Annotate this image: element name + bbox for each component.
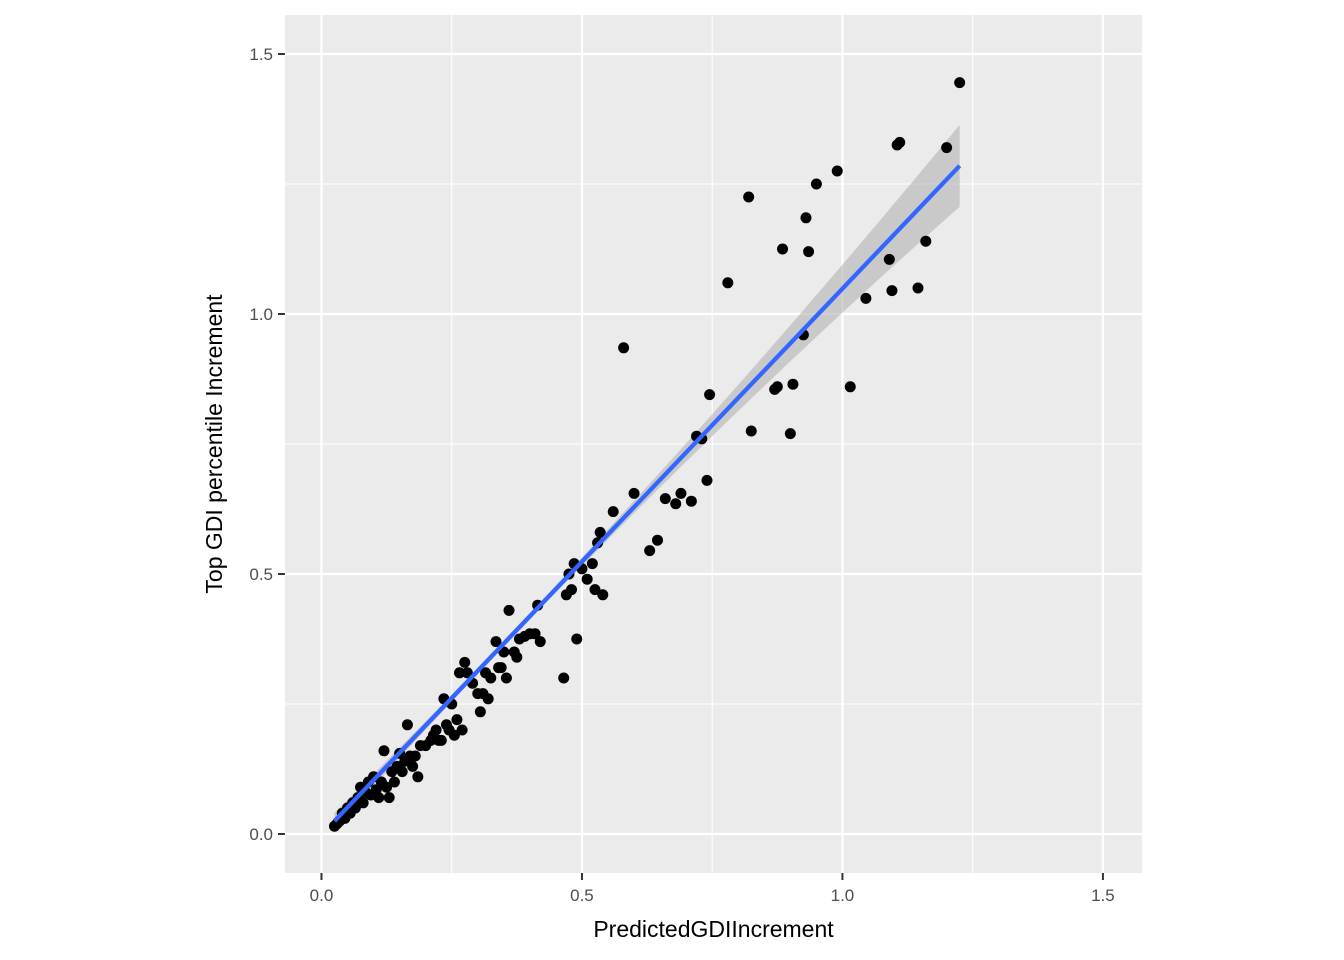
data-point xyxy=(771,381,783,393)
data-point xyxy=(644,545,656,557)
data-point xyxy=(396,766,408,778)
regression-line xyxy=(332,164,962,823)
data-point xyxy=(743,191,755,203)
data-point xyxy=(586,558,598,570)
data-point xyxy=(490,636,502,648)
y-axis-ticks: 0.0 0.5 1.0 1.5 xyxy=(249,45,285,844)
data-point xyxy=(409,750,421,762)
data-point xyxy=(675,487,687,499)
x-tick-label: 0.5 xyxy=(570,886,594,905)
data-points xyxy=(328,77,966,832)
data-point xyxy=(628,487,640,499)
data-point xyxy=(704,389,716,401)
data-point xyxy=(383,792,395,804)
data-point xyxy=(388,776,400,788)
data-point xyxy=(920,235,932,247)
data-point xyxy=(454,667,466,679)
data-point xyxy=(503,604,515,616)
data-point xyxy=(534,636,546,648)
x-tick-label: 1.5 xyxy=(1091,886,1115,905)
confidence-ribbon xyxy=(334,124,960,830)
y-axis-title: Top GDI percentile Increment xyxy=(201,294,227,594)
data-point xyxy=(894,136,906,148)
data-point xyxy=(886,285,898,297)
data-point xyxy=(594,526,606,538)
data-point xyxy=(810,178,822,190)
data-point xyxy=(378,745,390,757)
data-point xyxy=(831,165,843,177)
y-tick-label: 0.0 xyxy=(249,825,273,844)
data-point xyxy=(529,628,541,640)
x-tick-label: 0.0 xyxy=(310,886,334,905)
data-point xyxy=(685,495,697,507)
data-point xyxy=(745,425,757,437)
data-point xyxy=(349,802,361,814)
data-point xyxy=(430,724,442,736)
y-tick-label: 1.5 xyxy=(249,45,273,64)
x-axis-ticks: 0.0 0.5 1.0 1.5 xyxy=(310,873,1115,905)
data-point xyxy=(461,667,473,679)
data-point xyxy=(800,212,812,224)
data-point xyxy=(651,534,663,546)
data-point xyxy=(581,573,593,585)
y-tick-label: 1.0 xyxy=(249,305,273,324)
data-point xyxy=(459,656,471,668)
data-point xyxy=(607,506,619,518)
data-point xyxy=(844,381,856,393)
x-axis-title: PredictedGDIIncrement xyxy=(593,916,834,942)
data-point xyxy=(456,724,468,736)
data-point xyxy=(803,246,815,258)
data-point xyxy=(448,729,460,741)
data-point xyxy=(373,792,385,804)
data-point xyxy=(777,243,789,255)
data-point xyxy=(597,589,609,601)
data-point xyxy=(558,672,570,684)
data-point xyxy=(482,693,494,705)
minor-gridlines xyxy=(285,15,1142,873)
data-point xyxy=(485,672,497,684)
data-point xyxy=(566,584,578,596)
data-point xyxy=(722,277,734,289)
data-point xyxy=(474,706,486,718)
data-point xyxy=(883,253,895,265)
data-point xyxy=(407,760,419,772)
data-point xyxy=(495,662,507,674)
data-point xyxy=(860,292,872,304)
y-tick-label: 0.5 xyxy=(249,565,273,584)
data-point xyxy=(701,474,713,486)
data-point xyxy=(784,428,796,440)
data-point xyxy=(500,672,512,684)
data-point xyxy=(357,797,369,809)
data-point xyxy=(401,719,413,731)
x-tick-label: 1.0 xyxy=(831,886,855,905)
data-point xyxy=(954,77,966,89)
data-point xyxy=(451,714,463,726)
data-point xyxy=(912,282,924,294)
data-point xyxy=(511,651,523,663)
data-point xyxy=(435,734,447,746)
data-point xyxy=(412,771,424,783)
major-gridlines xyxy=(285,15,1142,873)
data-point xyxy=(787,378,799,390)
data-point xyxy=(589,584,601,596)
data-point xyxy=(618,342,630,354)
data-point xyxy=(381,781,393,793)
data-point xyxy=(670,498,682,510)
data-point xyxy=(659,493,671,505)
data-point xyxy=(571,633,583,645)
data-point xyxy=(941,142,953,154)
